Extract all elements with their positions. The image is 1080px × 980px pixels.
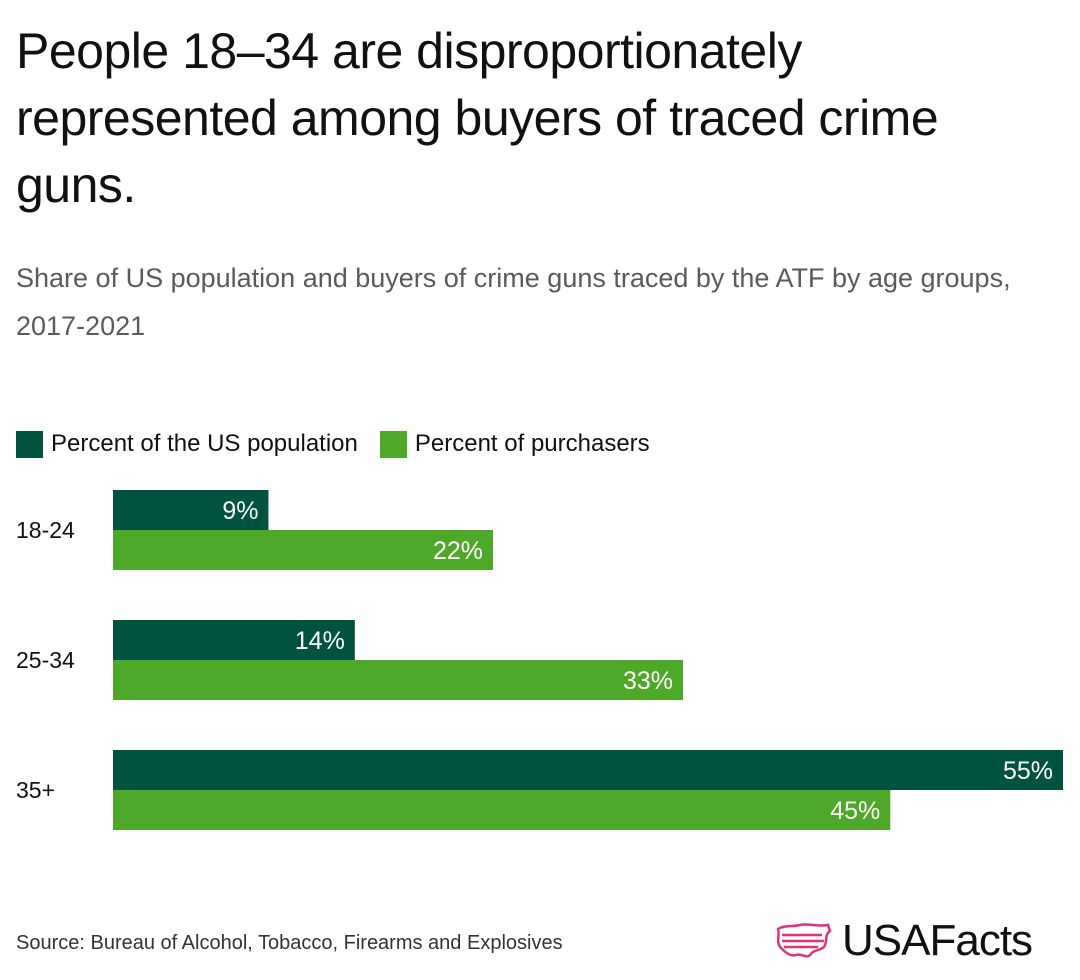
bar-purchasers: [113, 790, 891, 830]
category-label: 35+: [16, 777, 55, 803]
bar-value-label: 22%: [433, 537, 483, 565]
legend-item-population: Percent of the US population: [16, 430, 358, 458]
bar-chart: 18-24 9% 22% 25-34 14% 33% 35+ 55% 45%: [16, 490, 1063, 830]
bar-value-label: 33%: [623, 667, 673, 695]
bar-value-label: 45%: [830, 797, 880, 825]
category-label: 18-24: [16, 517, 75, 543]
legend-label-purchasers: Percent of purchasers: [414, 430, 650, 457]
bar-value-label: 14%: [295, 627, 345, 655]
bar-purchasers: [113, 660, 683, 700]
bar-purchasers: [113, 530, 493, 570]
legend-swatch-population: [16, 430, 43, 458]
legend-label-population: Percent of the US population: [51, 430, 358, 457]
usafacts-logo: USAFacts: [774, 916, 1033, 966]
bar-population: [113, 620, 355, 660]
bar-value-label: 9%: [222, 497, 258, 525]
legend-item-purchasers: Percent of purchasers: [379, 430, 650, 458]
bar-value-label: 55%: [1003, 757, 1053, 785]
bar-population: [113, 490, 269, 530]
category-label: 25-34: [16, 647, 75, 673]
source-note: Source: Bureau of Alcohol, Tobacco, Fire…: [16, 932, 563, 954]
bar-population: [113, 750, 1063, 790]
usa-map-flag-icon: [776, 923, 832, 958]
legend: Percent of the US population Percent of …: [16, 428, 672, 460]
legend-swatch-purchasers: [379, 430, 407, 458]
chart-subtitle: Share of US population and buyers of cri…: [16, 263, 1011, 341]
logo-text: USAFacts: [842, 916, 1033, 965]
chart-title: People 18–34 are disproportionately repr…: [16, 23, 939, 213]
